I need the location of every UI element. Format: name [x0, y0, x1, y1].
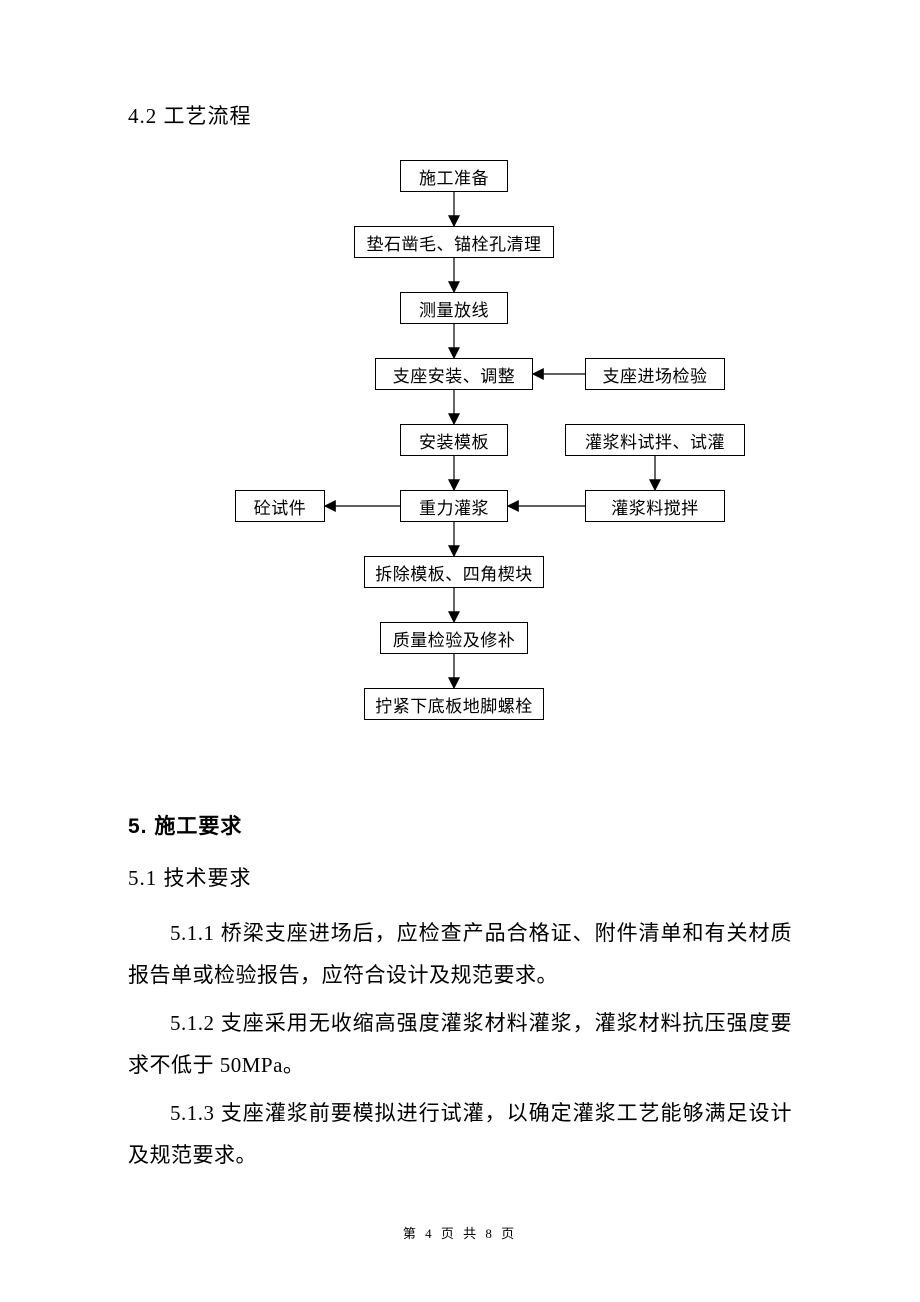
heading-5: 5. 施工要求: [128, 810, 242, 840]
flowchart-node: 安装模板: [400, 424, 508, 456]
flowchart-node: 支座安装、调整: [375, 358, 533, 390]
flowchart-node: 灌浆料试拌、试灌: [565, 424, 745, 456]
flowchart-node: 拆除模板、四角楔块: [364, 556, 544, 588]
paragraph-5-1-1: 5.1.1 桥梁支座进场后，应检查产品合格证、附件清单和有关材质报告单或检验报告…: [128, 912, 792, 996]
flowchart-node: 拧紧下底板地脚螺栓: [364, 688, 544, 720]
paragraph-5-1-3: 5.1.3 支座灌浆前要模拟进行试灌，以确定灌浆工艺能够满足设计及规范要求。: [128, 1092, 792, 1176]
heading-4-2: 4.2 工艺流程: [128, 100, 252, 130]
flowchart: 施工准备垫石凿毛、锚栓孔清理测量放线支座安装、调整 支座进场检验安装模板 灌浆料试拌…: [0, 150, 920, 790]
page: 4.2 工艺流程 施工准备垫石凿毛、锚栓孔清理测量放线支座安装、调整 支座进场检验…: [0, 0, 920, 1302]
flowchart-node: 测量放线: [400, 292, 508, 324]
flowchart-node: 灌浆料搅拌: [585, 490, 725, 522]
flowchart-node: 支座进场检验: [585, 358, 725, 390]
page-footer: 第 4 页 共 8 页: [0, 1223, 920, 1242]
paragraph-5-1-2: 5.1.2 支座采用无收缩高强度灌浆材料灌浆，灌浆材料抗压强度要求不低于 50M…: [128, 1002, 792, 1086]
heading-5-1: 5.1 技术要求: [128, 862, 252, 892]
flowchart-node: 砼试件: [235, 490, 325, 522]
flowchart-node: 垫石凿毛、锚栓孔清理: [354, 226, 554, 258]
flowchart-node: 重力灌浆: [400, 490, 508, 522]
flowchart-node: 施工准备: [400, 160, 508, 192]
flowchart-node: 质量检验及修补: [380, 622, 528, 654]
